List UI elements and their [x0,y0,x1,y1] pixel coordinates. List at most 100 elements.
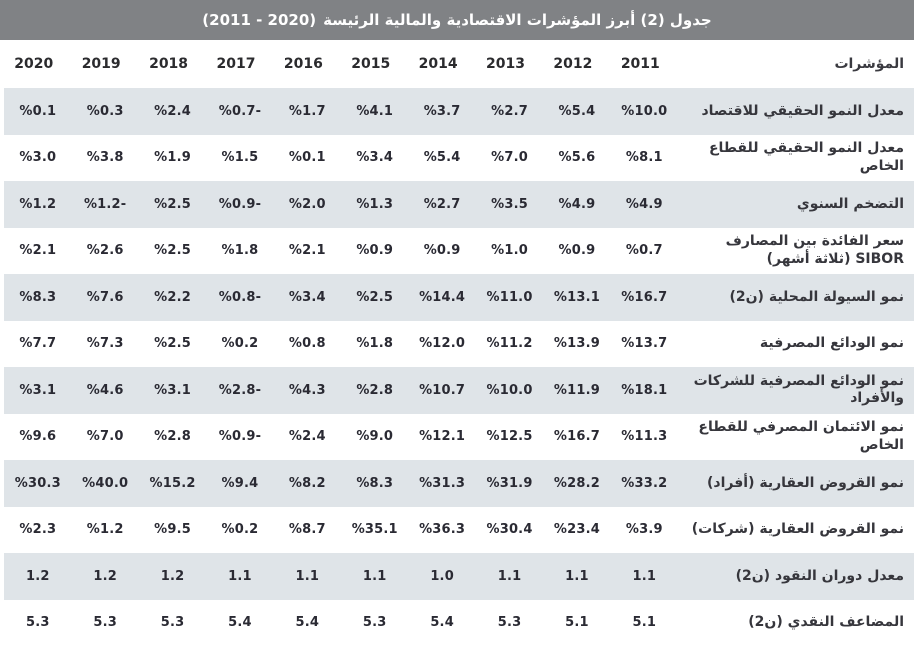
indicator-value-cell: %0.2 [221,522,259,538]
row-indicator-label: نمو الودائع المصرفية [759,335,904,351]
indicator-value-cell: %3.4 [356,150,394,166]
indicator-value-cell: %4.6 [86,382,124,398]
indicator-value-cell: 1.2 [160,568,185,584]
row-indicator-label: معدل دوران النقود (ن2) [735,567,904,584]
row-indicator-label: نمو السيولة المحلية (ن2) [729,288,904,305]
indicator-value-cell: %3.1 [19,382,57,398]
indicator-value-cell: %0.8 [288,336,326,352]
table-row: معدل دوران النقود (ن2) 1.1 1.1 1.1 1.0 1.1 1.… [4,553,914,600]
indicator-value-cell: %11.0 [486,289,533,305]
table-row: معدل النمو الحقيقي للاقتصاد %10.0 %5.4 %2.… [4,88,914,135]
indicator-value-cell: %13.7 [621,336,668,352]
indicator-value-cell: 1.0 [430,568,454,584]
indicator-value-cell: %31.3 [419,475,466,491]
indicator-value-cell: %0.1 [288,150,326,166]
indicator-value-cell: %2.7 [491,103,528,119]
indicator-value-cell: %8.3 [19,289,57,305]
indicator-value-cell: %30.4 [486,522,533,538]
indicator-value-cell: 5.3 [25,615,50,631]
indicator-value-cell: %0.2 [221,336,259,352]
indicator-value-cell: %9.5 [154,522,191,538]
table-row: نمو الائتمان المصرفي للقطاع الخاص %11.3%… [4,414,914,461]
indicator-value-cell: %40.0 [82,475,129,491]
indicator-value-cell: %0.9 [558,243,596,259]
row-indicator-label: المضاعف النقدي (ن2) [748,614,904,630]
indicator-value-cell: %1.2 [19,196,57,212]
indicator-value-cell: %13.9 [553,336,600,352]
indicator-value-cell: %4.1 [356,103,394,119]
table-row: نمو الودائع المصرفية %13.7 %13.9 %11.2 %12.… [4,321,914,368]
indicator-value-cell: 1.2 [93,568,117,584]
indicator-value-cell: %3.0 [19,150,57,166]
indicator-value-cell: %7.3 [86,336,124,352]
indicator-value-cell: %5.6 [558,150,596,166]
indicator-value-cell: %0.8- [218,289,262,305]
indicator-value-cell: 1.1 [565,568,589,584]
indicator-value-cell: %2.5 [154,243,191,259]
indicator-value-cell: %35.1 [351,522,398,538]
indicator-value-cell: %36.3 [419,522,466,538]
indicator-value-cell: %2.8- [218,382,262,398]
indicator-value-cell: %11.9 [553,382,600,398]
table-row: سعر الفائدة بين المصارف SIBOR (ثلاثة أشه… [4,228,914,275]
indicator-value-cell: 5.3 [362,615,387,631]
indicator-value-cell: %7.0 [86,429,124,445]
indicator-value-cell: 1.1 [295,568,320,584]
indicator-value-cell: %2.4 [154,103,191,119]
indicator-value-cell: %1.8 [221,243,259,259]
indicator-value-cell: %2.1 [19,243,57,259]
indicator-value-cell: %4.9 [558,196,596,212]
indicator-value-cell: %0.7 [625,243,663,259]
indicator-value-cell: 5.3 [93,615,117,631]
year-column-header: 2016 [283,56,323,72]
indicator-value-cell: %12.0 [419,336,466,352]
indicator-value-cell: %2.5 [356,289,394,305]
indicator-value-cell: 1.1 [632,568,657,584]
indicator-value-cell: %8.2 [288,475,326,491]
year-column-header: 2018 [149,56,189,72]
indicator-value-cell: %2.5 [154,336,191,352]
indicator-value-cell: 5.4 [295,615,320,631]
indicator-value-cell: 5.1 [565,615,589,631]
indicator-value-cell: 1.1 [228,568,252,584]
row-indicator-label: معدل النمو الحقيقي للاقتصاد [701,102,904,119]
indicator-value-cell: %10.0 [486,382,533,398]
indicator-value-cell: 1.1 [362,568,387,584]
indicator-value-cell: %0.9 [423,243,461,259]
indicator-value-cell: 5.3 [497,615,522,631]
indicator-value-cell: %1.2- [83,196,127,212]
indicator-value-cell: %2.8 [356,382,394,398]
indicator-value-cell: %2.0 [288,196,326,212]
indicator-value-cell: %0.1 [19,103,57,119]
table-row: نمو السيولة المحلية (ن2) %16.7 %13.1 %11.0… [4,274,914,321]
indicator-value-cell: %2.3 [19,522,57,538]
indicator-value-cell: %31.9 [486,475,533,491]
indicator-value-cell: %33.2 [621,475,668,491]
year-column-header: 2011 [620,56,660,72]
row-indicator-label: نمو القروض العقارية (شركات) [691,521,904,537]
indicator-value-cell: %1.7 [288,103,326,119]
indicator-value-cell: %0.9- [218,429,262,445]
year-column-header: 2019 [81,56,121,72]
indicator-value-cell: %0.7- [218,103,262,119]
indicator-value-cell: %2.5 [154,196,191,212]
indicator-value-cell: %1.2 [86,522,124,538]
table-body: معدل النمو الحقيقي للاقتصاد %10.0 %5.4 %2.… [0,88,914,646]
row-indicator-label: التضخم السنوي [796,195,904,212]
year-column-header: 2015 [351,56,391,72]
indicator-value-cell: %11.2 [486,336,533,352]
indicator-value-cell: %3.9 [625,522,663,538]
indicator-value-cell: %3.1 [154,382,191,398]
indicator-value-cell: %9.4 [221,475,259,491]
indicator-value-cell: %7.6 [86,289,124,305]
row-indicator-label: نمو القروض العقارية (أفراد) [707,474,904,491]
indicator-value-cell: %2.6 [86,243,124,259]
indicator-value-cell: %16.7 [553,429,600,445]
year-column-header: 2014 [418,56,458,72]
indicator-value-cell: %12.5 [486,429,533,445]
indicator-value-cell: %2.2 [154,289,191,305]
indicator-value-cell: %3.5 [491,196,528,212]
indicator-value-cell: %4.3 [288,382,326,398]
indicator-value-cell: %3.4 [288,289,326,305]
indicator-value-cell: %5.4 [558,103,596,119]
